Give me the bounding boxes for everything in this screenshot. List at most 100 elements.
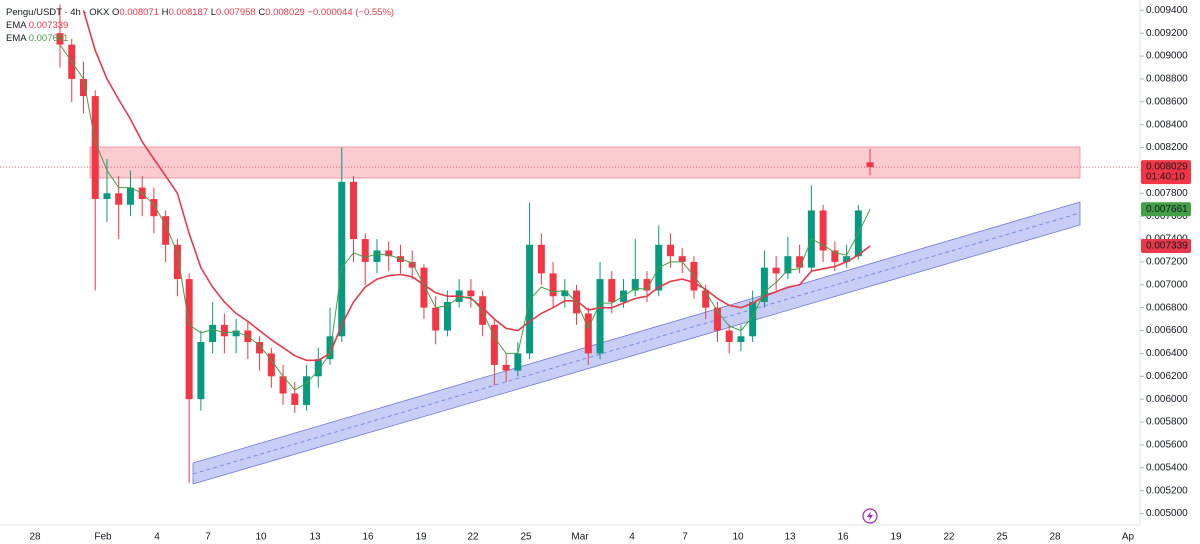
candle-body <box>866 162 874 168</box>
ohlc-label: L <box>210 7 217 18</box>
x-tick-label: 22 <box>467 532 479 543</box>
candle-body <box>279 376 287 394</box>
candle-body <box>537 244 545 274</box>
x-tick-label: 25 <box>996 532 1008 543</box>
candle-body <box>256 341 264 354</box>
replay-icon[interactable] <box>862 508 878 524</box>
candle-body <box>467 290 475 297</box>
resistance-zone <box>89 146 1081 179</box>
candle-body <box>737 336 745 342</box>
candle-body <box>831 250 839 262</box>
ohlc-label: O <box>111 7 120 18</box>
candle-body <box>103 193 111 200</box>
candle-body <box>490 324 498 365</box>
candle-body <box>162 216 170 245</box>
ema-line <box>59 44 871 391</box>
candle-body <box>678 256 686 262</box>
x-tick-label: 7 <box>205 532 211 543</box>
x-tick-label: 13 <box>309 532 321 543</box>
candle-body <box>432 307 440 331</box>
candle-body <box>549 273 557 297</box>
candle-body <box>56 33 64 45</box>
y-tick-label: 0.007600 <box>1146 211 1188 222</box>
x-tick-label: 22 <box>943 532 955 543</box>
y-tick-label: 0.008600 <box>1146 96 1188 107</box>
y-tick-label: 0.008400 <box>1146 119 1188 130</box>
y-tick-label: 0.006000 <box>1146 394 1188 405</box>
candle-body <box>760 267 768 302</box>
candle-body <box>91 96 99 200</box>
y-tick-label: 0.006200 <box>1146 371 1188 382</box>
x-tick-label: 16 <box>837 532 849 543</box>
candle-body <box>666 244 674 257</box>
legend-value: 0.007339 <box>28 20 69 31</box>
candle-body <box>338 181 346 337</box>
candle-body <box>373 250 381 262</box>
ema-line <box>82 10 871 362</box>
ohlc-label: C <box>258 7 266 18</box>
candle-body <box>303 376 311 405</box>
candle-body <box>150 199 158 217</box>
y-tick-label: 0.009200 <box>1146 28 1188 39</box>
y-tick-label: 0.005400 <box>1146 462 1188 473</box>
countdown: 01:40:10 <box>1146 172 1185 183</box>
y-tick-label: 0.007800 <box>1146 188 1188 199</box>
legend-entry: EMA 0.007661 <box>6 32 394 45</box>
candle-body <box>443 301 451 331</box>
candle-body <box>502 364 510 371</box>
symbol: Pengu/USDT · 4h · OKX <box>6 7 110 18</box>
y-tick-label: 0.006600 <box>1146 325 1188 336</box>
legend-value: 0.007661 <box>28 33 69 44</box>
candle-body <box>843 256 851 262</box>
candle-body <box>232 330 240 337</box>
x-tick-label: 16 <box>362 532 374 543</box>
candle-body <box>608 279 616 302</box>
candle-body <box>596 279 604 354</box>
candle-body <box>126 187 134 205</box>
candle-body <box>725 330 733 342</box>
x-tick-label: 28 <box>1049 532 1061 543</box>
candle-body <box>361 239 369 262</box>
open-value: 0.008071 <box>119 7 159 18</box>
candle-body <box>267 353 275 377</box>
candle-body <box>209 324 217 342</box>
y-tick-label: 0.007200 <box>1146 257 1188 268</box>
x-tick-label: Ap <box>1122 532 1135 543</box>
price-badge <box>1141 239 1191 254</box>
candle-body <box>115 193 123 205</box>
y-tick-label: 0.008800 <box>1146 74 1188 85</box>
x-tick-label: 7 <box>682 532 688 543</box>
candle-body <box>350 181 357 240</box>
high-value: 0.008187 <box>168 7 209 18</box>
candle-body <box>796 256 804 268</box>
y-tick-label: 0.009000 <box>1146 51 1188 62</box>
candle-body <box>79 78 87 97</box>
x-tick-label: 10 <box>732 532 744 543</box>
candle-body <box>784 256 792 274</box>
x-tick-label: 28 <box>29 532 41 543</box>
candle-body <box>713 307 721 331</box>
candle-body <box>220 324 228 337</box>
candle-body <box>197 341 205 400</box>
x-tick-label: 25 <box>520 532 532 543</box>
legend-entry: EMA 0.007339 <box>6 19 394 32</box>
y-tick-label: 0.005000 <box>1146 508 1188 519</box>
candle-body <box>584 313 592 354</box>
price-badge <box>1141 160 1191 185</box>
candle-body <box>291 393 299 405</box>
candle-body <box>173 244 181 280</box>
rising-channel <box>192 201 1081 485</box>
channel-midline <box>192 212 1081 475</box>
price-badge-label: 0.007339 <box>1146 241 1188 252</box>
candle-body <box>185 279 193 400</box>
x-tick-label: 19 <box>890 532 902 543</box>
x-tick-label: Feb <box>94 532 112 543</box>
x-tick-label: 19 <box>415 532 427 543</box>
header: Pengu/USDT · 4h · OKX O0.008071 H0.00818… <box>6 6 394 19</box>
candle-body <box>408 261 416 268</box>
candle-body <box>643 279 651 291</box>
candle-body <box>702 290 710 308</box>
candle-body <box>631 279 639 291</box>
candle-body <box>314 359 322 377</box>
